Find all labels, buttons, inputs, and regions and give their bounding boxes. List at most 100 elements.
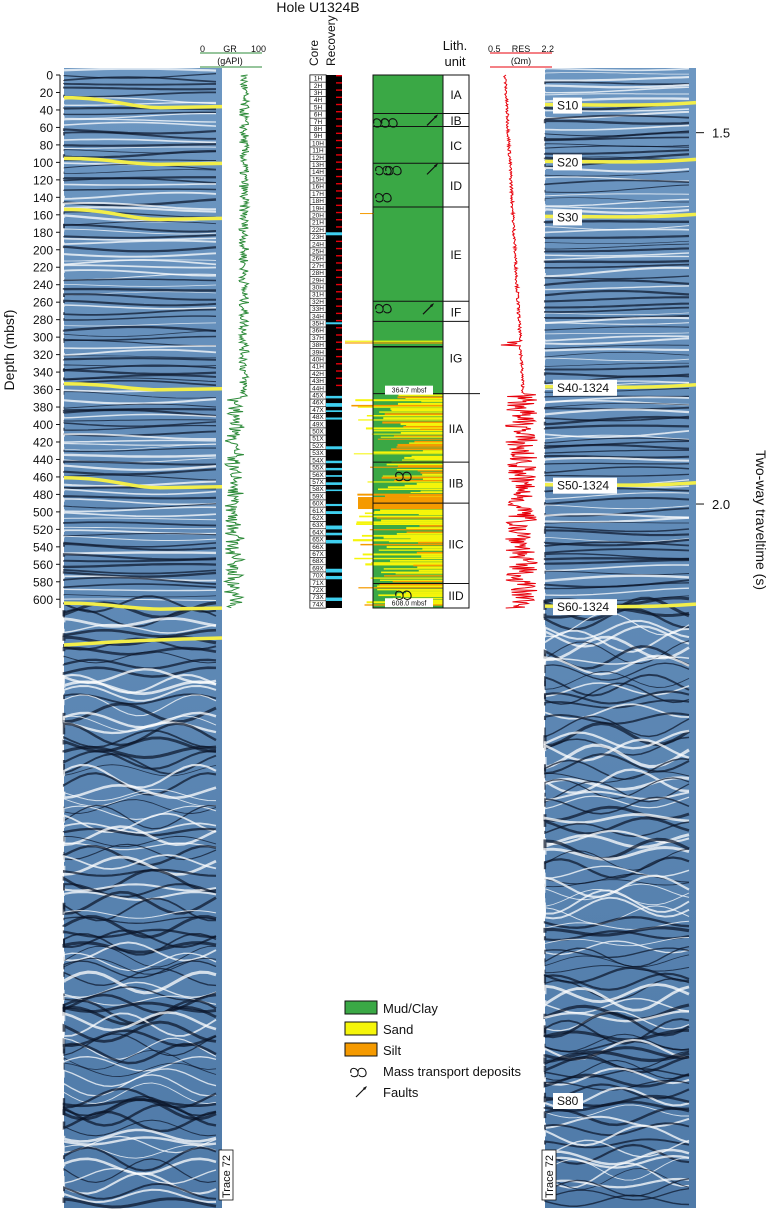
seismic-reflector bbox=[63, 138, 217, 144]
seismic-reflector bbox=[544, 526, 690, 533]
recovery-gap bbox=[326, 467, 342, 471]
core-label: 67X bbox=[312, 551, 324, 558]
seismic-reflector bbox=[544, 365, 690, 371]
sand-bed bbox=[383, 536, 443, 539]
seismic-reflector bbox=[63, 1049, 217, 1070]
seismic-reflector bbox=[63, 188, 217, 191]
recovery-mark bbox=[336, 384, 342, 387]
depth-tick-label: 140 bbox=[33, 191, 53, 205]
sand-bed bbox=[383, 417, 443, 420]
legend-label: Mud/Clay bbox=[383, 1001, 438, 1016]
silt-bed bbox=[397, 465, 443, 468]
seismic-reflector bbox=[544, 715, 690, 738]
mtd-icon bbox=[385, 165, 402, 176]
sand-bed bbox=[362, 553, 443, 556]
sand-bed bbox=[402, 459, 443, 461]
recovery-mark bbox=[336, 75, 342, 77]
seismic-reflector bbox=[544, 879, 690, 888]
recovery-gap bbox=[326, 410, 342, 413]
seismic-reflector bbox=[543, 149, 690, 155]
seismic-reflector bbox=[63, 201, 216, 211]
sand-bed bbox=[404, 456, 443, 459]
seismic-reflector bbox=[544, 795, 690, 810]
depth-tick-label: 260 bbox=[33, 296, 53, 310]
seismic-reflector bbox=[62, 245, 217, 253]
horizon-label: S10 bbox=[557, 99, 579, 113]
recovery-gap bbox=[326, 511, 342, 515]
seismic-reflector bbox=[544, 243, 690, 250]
seismic-reflector bbox=[63, 685, 217, 702]
svg-text:Trace 72: Trace 72 bbox=[221, 1155, 233, 1198]
seismic-reflector bbox=[63, 283, 217, 287]
seismic-reflector bbox=[543, 985, 690, 1012]
core-label: 47X bbox=[312, 407, 324, 414]
horizon-label-box bbox=[553, 477, 617, 494]
core-label: 40H bbox=[312, 357, 324, 364]
core-label: 3H bbox=[314, 90, 323, 97]
seismic-reflector bbox=[63, 498, 217, 506]
depth-tick-label: 420 bbox=[33, 435, 53, 449]
recovery-gap bbox=[326, 575, 342, 580]
unit-label: IIB bbox=[449, 477, 464, 491]
seismic-reflector bbox=[63, 419, 217, 422]
seismic-reflector bbox=[62, 1001, 217, 1013]
recovery-mark bbox=[336, 139, 342, 142]
seismic-panel-right: S10 S20 S30 S40-1324 S50-1324 S60-1324 S80 bbox=[543, 67, 697, 1208]
seismic-reflector bbox=[62, 468, 217, 476]
sand-bed bbox=[356, 523, 443, 526]
sand-bed bbox=[367, 481, 443, 483]
sand-bed bbox=[406, 591, 443, 594]
seismic-reflector bbox=[543, 266, 690, 278]
seismic-reflector bbox=[543, 454, 690, 459]
core-label: 8H bbox=[314, 126, 323, 133]
seismic-reflector bbox=[63, 764, 217, 777]
sand-bed bbox=[397, 402, 443, 406]
seismic-reflector bbox=[544, 564, 690, 572]
seismic-reflector bbox=[63, 73, 217, 79]
seismic-reflector bbox=[544, 548, 690, 554]
silt-bed bbox=[370, 466, 443, 468]
horizon-label: S20 bbox=[557, 155, 579, 169]
sand-bed bbox=[400, 595, 443, 598]
mtd-icon bbox=[381, 118, 398, 128]
seismic-reflector bbox=[63, 1188, 217, 1204]
seismic-reflector bbox=[544, 275, 690, 280]
sand-bed bbox=[410, 491, 443, 494]
seismic-reflector bbox=[544, 758, 690, 781]
sand-bed bbox=[418, 513, 443, 516]
trace-label-right: Trace 72 bbox=[541, 1149, 557, 1201]
seismic-reflector bbox=[63, 909, 217, 919]
seismic-reflector bbox=[544, 656, 690, 665]
sand-bed bbox=[406, 527, 443, 530]
seismic-reflector bbox=[544, 179, 690, 186]
seismic-reflector bbox=[544, 193, 690, 197]
sand-bed bbox=[380, 436, 443, 438]
seismic-reflector bbox=[63, 308, 217, 316]
seismic-reflector bbox=[544, 473, 690, 477]
seismic-reflector bbox=[543, 846, 690, 861]
depth-tick-label: 280 bbox=[33, 313, 53, 327]
depth-axis-label: Depth (mbsf) bbox=[1, 310, 17, 391]
seismic-reflector bbox=[63, 322, 217, 327]
seismic-reflector bbox=[544, 1018, 690, 1045]
seismic-reflector bbox=[544, 322, 690, 325]
seismic-reflector bbox=[63, 269, 216, 277]
seismic-reflector bbox=[62, 890, 217, 915]
unit-label: IG bbox=[450, 352, 463, 366]
depth-label: 608.0 mbsf bbox=[392, 600, 427, 607]
seismic-reflector bbox=[63, 1182, 217, 1200]
sand-bed bbox=[365, 563, 443, 566]
silt-bed bbox=[369, 529, 443, 531]
seismic-reflector bbox=[62, 357, 217, 361]
seismic-reflector bbox=[62, 617, 217, 628]
recovery-mark bbox=[336, 89, 342, 91]
unit-label: IIA bbox=[449, 422, 464, 436]
core-label: 26H bbox=[312, 256, 324, 263]
silt-bed bbox=[376, 517, 443, 519]
trace-label-left: Trace 72 bbox=[218, 1149, 234, 1201]
sand-bed bbox=[411, 455, 443, 458]
core-label: 12H bbox=[312, 155, 324, 162]
core-label: 19H bbox=[312, 205, 324, 212]
recovery-mark bbox=[336, 175, 342, 178]
seismic-reflector bbox=[63, 439, 217, 443]
